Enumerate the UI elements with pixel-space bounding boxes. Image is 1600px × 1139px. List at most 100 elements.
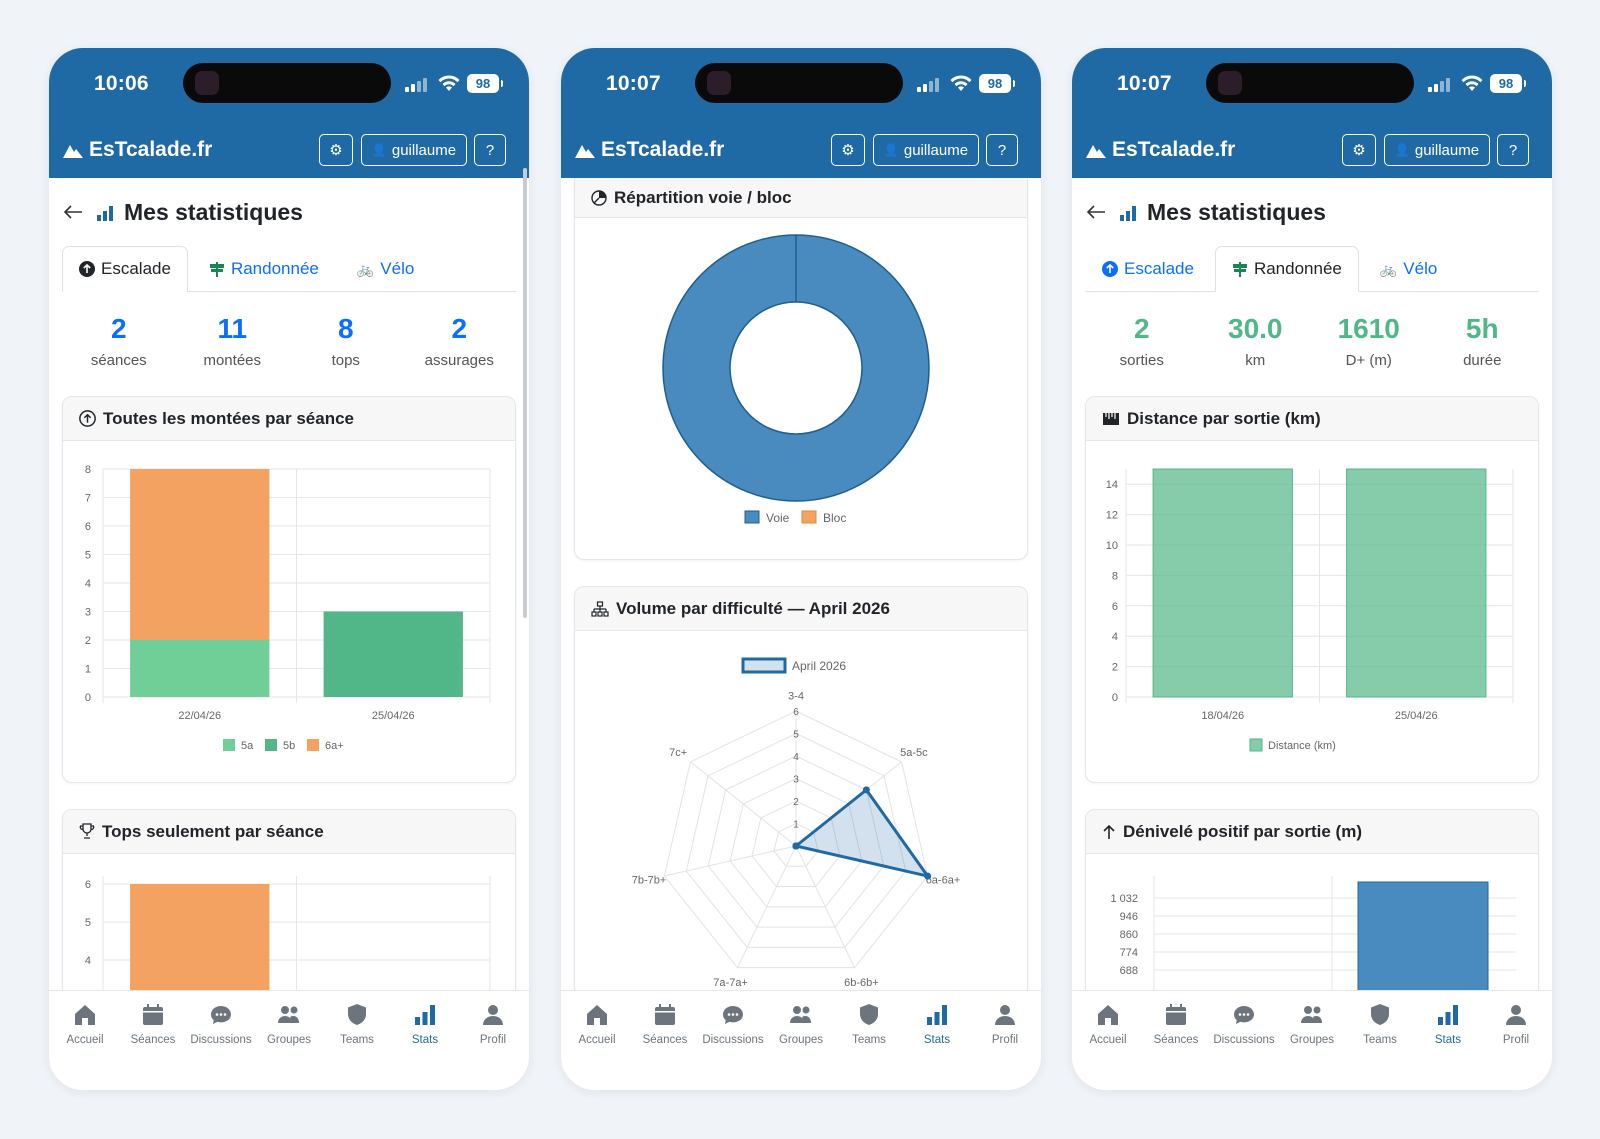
help-button[interactable]: ? <box>474 134 506 166</box>
page-title: Mes statistiques <box>1147 198 1326 225</box>
arrow-up-icon <box>1103 824 1115 839</box>
card-header: Dénivelé positif par sortie (m) <box>1086 810 1538 854</box>
stat-label: durée <box>1463 352 1502 369</box>
home-icon <box>1098 1005 1118 1025</box>
user-button[interactable]: 👤 guillaume <box>361 134 467 166</box>
stats-icon <box>1120 206 1136 221</box>
nav-accueil[interactable]: Accueil <box>51 991 119 1090</box>
page-header: Mes statistiques <box>1072 178 1552 246</box>
help-button[interactable]: ? <box>986 134 1018 166</box>
signal-icon <box>405 78 429 92</box>
nav-label: Séances <box>1153 1034 1199 1046</box>
brand-name: EsTcalade.fr <box>601 138 725 161</box>
nav-stats[interactable]: Stats <box>1414 991 1482 1090</box>
nav-discussions[interactable]: Discussions <box>699 991 767 1090</box>
settings-button[interactable]: ⚙ <box>831 134 865 166</box>
y-tick-label: 0 <box>85 692 91 704</box>
user-button[interactable]: 👤 guillaume <box>1384 134 1490 166</box>
tab-randonnee[interactable]: Randonnée <box>1214 246 1359 292</box>
bar-chart-icon <box>1438 1005 1458 1025</box>
y-tick-label: 14 <box>1106 479 1118 491</box>
brand-name: EsTcalade.fr <box>1112 138 1236 161</box>
nav-label: Stats <box>411 1034 439 1046</box>
gear-icon: ⚙ <box>329 142 343 159</box>
y-tick-label: 1 <box>85 664 91 676</box>
battery-indicator: 98 <box>979 74 1015 93</box>
radar-tick-label: 6 <box>793 707 799 718</box>
radar-spoke <box>795 845 856 968</box>
nav-label: Accueil <box>578 1034 616 1046</box>
bar-segment <box>130 884 270 990</box>
status-bar: 10:07 98 <box>561 48 1041 126</box>
nav-teams[interactable]: Teams <box>835 991 903 1090</box>
nav-groupes[interactable]: Groupes <box>767 991 835 1090</box>
stat-label: montées <box>203 352 262 369</box>
person-icon <box>995 1005 1015 1025</box>
radar-spoke <box>664 845 797 877</box>
tab-escalade[interactable]: Escalade <box>1085 246 1211 292</box>
tab-label: Randonnée <box>230 259 319 278</box>
y-tick-label: 8 <box>85 464 91 476</box>
radar-axis-label: 6a-6a+ <box>926 875 961 887</box>
nav-stats[interactable]: Stats <box>391 991 459 1090</box>
tab-escalade[interactable]: Escalade <box>62 246 188 292</box>
nav-label: Teams <box>340 1034 374 1046</box>
y-tick-label: 7 <box>85 493 91 505</box>
legend-label: 5a <box>241 740 254 752</box>
nav-accueil[interactable]: Accueil <box>563 991 631 1090</box>
stats-summary: 2 séances 11 montées 8 tops 2 assurages <box>62 292 516 396</box>
card-title: Toutes les montées par séance <box>103 408 355 428</box>
brand-logo[interactable]: EsTcalade.fr <box>1086 138 1235 162</box>
nav-groupes[interactable]: Groupes <box>255 991 323 1090</box>
settings-button[interactable]: ⚙ <box>319 134 353 166</box>
tab-randonnee[interactable]: Randonnée <box>192 246 336 292</box>
nav-profil[interactable]: Profil <box>459 991 527 1090</box>
nav-label: Stats <box>1434 1034 1462 1046</box>
bar <box>1152 468 1293 698</box>
home-icon <box>75 1005 95 1025</box>
user-button[interactable]: 👤 guillaume <box>873 134 979 166</box>
nav-discussions[interactable]: Discussions <box>187 991 255 1090</box>
brand-logo[interactable]: EsTcalade.fr <box>63 138 212 162</box>
tab-velo[interactable]: 🚲 Vélo <box>340 246 431 292</box>
nav-stats[interactable]: Stats <box>903 991 971 1090</box>
nav-teams[interactable]: Teams <box>1346 991 1414 1090</box>
x-tick-label: 18/04/26 <box>1201 710 1244 722</box>
brand-logo[interactable]: EsTcalade.fr <box>575 138 724 162</box>
back-arrow-icon[interactable] <box>63 205 83 219</box>
main-content: Mes statistiques Escalade Randonnée 🚲 Vé… <box>49 178 529 990</box>
mountain-icon <box>1086 145 1106 158</box>
tab-velo[interactable]: 🚲 Vélo <box>1363 246 1454 292</box>
y-tick-label: 10 <box>1106 540 1118 552</box>
activity-tabs: Escalade Randonnée 🚲 Vélo <box>62 246 516 292</box>
radar-grid <box>663 710 929 969</box>
y-tick-label: 6 <box>85 879 91 891</box>
nav-groupes[interactable]: Groupes <box>1278 991 1346 1090</box>
nav-profil[interactable]: Profil <box>1482 991 1550 1090</box>
radar-axis-label: 6b-6b+ <box>844 977 879 989</box>
radar-grid <box>685 732 907 948</box>
nav-seances[interactable]: Séances <box>631 991 699 1090</box>
nav-accueil[interactable]: Accueil <box>1074 991 1142 1090</box>
main-content: Répartition voie / bloc Voie Bloc Volume … <box>561 178 1041 990</box>
scrollbar[interactable] <box>523 168 527 618</box>
y-tick-label: 6 <box>85 521 91 533</box>
radar-tick-label: 1 <box>793 820 799 831</box>
y-tick-label: 5 <box>85 550 91 562</box>
y-tick-label: 3 <box>85 607 91 619</box>
legend-swatch <box>744 510 760 524</box>
help-button[interactable]: ? <box>1497 134 1529 166</box>
mountain-icon <box>63 145 83 158</box>
settings-button[interactable]: ⚙ <box>1342 134 1376 166</box>
nav-seances[interactable]: Séances <box>119 991 187 1090</box>
nav-teams[interactable]: Teams <box>323 991 391 1090</box>
shield-icon <box>860 1004 878 1025</box>
back-arrow-icon[interactable] <box>1086 205 1106 219</box>
dynamic-island <box>183 63 391 103</box>
nav-seances[interactable]: Séances <box>1142 991 1210 1090</box>
card-header: Tops seulement par séance <box>63 810 515 854</box>
nav-discussions[interactable]: Discussions <box>1210 991 1278 1090</box>
nav-profil[interactable]: Profil <box>971 991 1039 1090</box>
radar-tick-label: 5 <box>793 730 799 741</box>
stat-item: 2 assurages <box>403 312 517 396</box>
